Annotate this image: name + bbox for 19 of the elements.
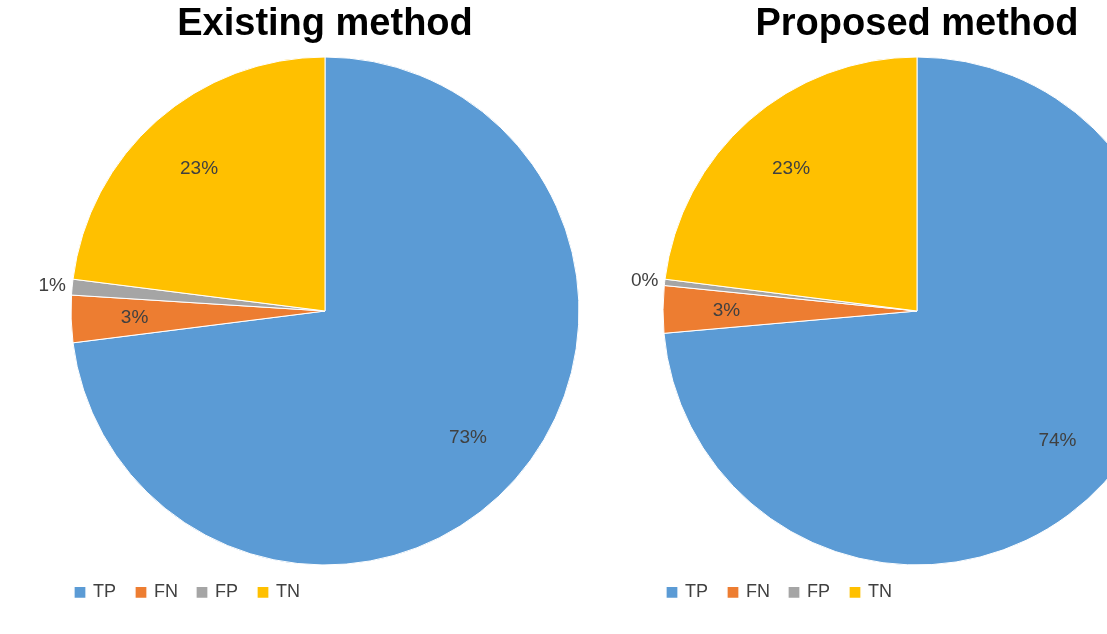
legend-label: TP [93,581,117,602]
data-label: 73% [448,425,488,447]
data-label: 23% [772,157,811,179]
data-label: 74% [1038,428,1077,450]
data-label: 1% [38,274,67,296]
chart-title: Existing method [177,1,473,43]
pie-slice [72,56,580,566]
legend-label: FN [746,581,770,602]
data-label: 23% [180,157,219,179]
legend-label: TN [276,581,300,602]
chart-title: Proposed method [755,1,1079,43]
legend-label: TP [685,581,709,602]
data-label: 3% [712,298,741,320]
data-label: 3% [120,305,149,327]
legend-label: FP [215,581,239,602]
data-label: 0% [631,269,659,291]
legend-label: FP [807,581,831,602]
legend-label: FN [154,581,178,602]
legend-label: TN [868,581,892,602]
